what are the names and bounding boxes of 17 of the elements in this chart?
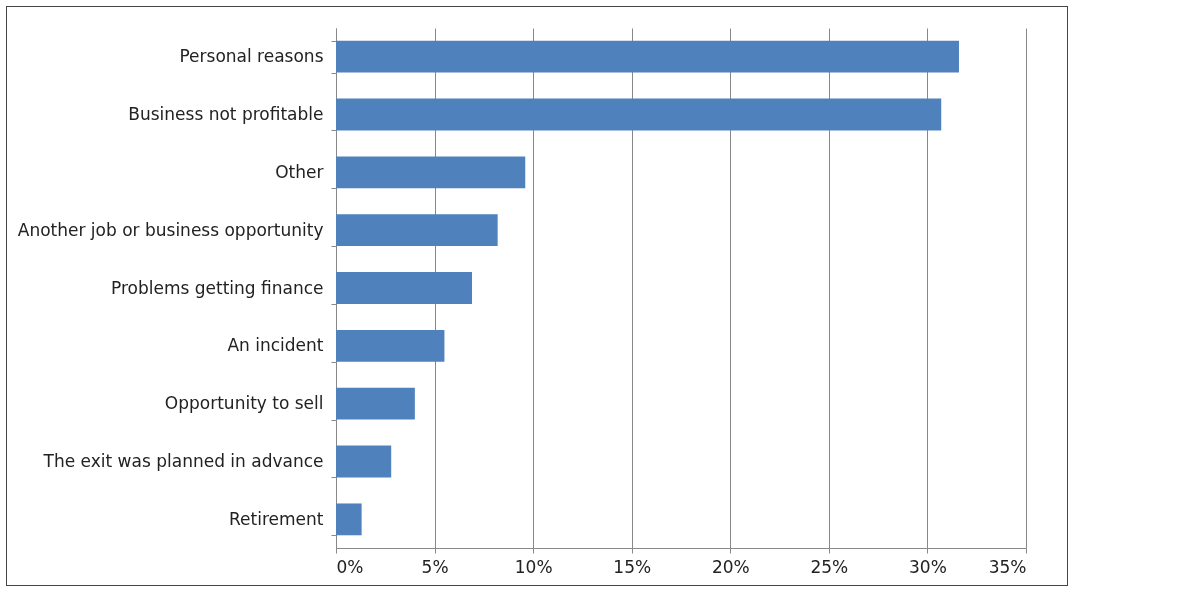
x-tick-label: 20% (711, 556, 750, 577)
x-tick-label: 35% (988, 556, 1027, 577)
y-tick-label: An incident (227, 335, 324, 356)
y-tick-label: Other (275, 161, 324, 182)
x-tick-label: 25% (810, 556, 849, 577)
x-tick-label: 0% (336, 556, 364, 577)
x-tick-label: 15% (613, 556, 652, 577)
y-tick-label: Opportunity to sell (164, 393, 324, 414)
y-tick-label: The exit was planned in advance (42, 451, 324, 472)
y-tick-label: Retirement (229, 508, 324, 529)
y-tick-label: Problems getting finance (110, 277, 324, 298)
y-tick-label: Business not profitable (128, 103, 324, 124)
x-tick-label: 5% (421, 556, 449, 577)
y-tick-label: Another job or business opportunity (17, 219, 324, 240)
x-tick-label: 10% (514, 556, 553, 577)
y-tick-label: Personal reasons (179, 46, 324, 67)
x-tick-label: 30% (909, 556, 947, 577)
